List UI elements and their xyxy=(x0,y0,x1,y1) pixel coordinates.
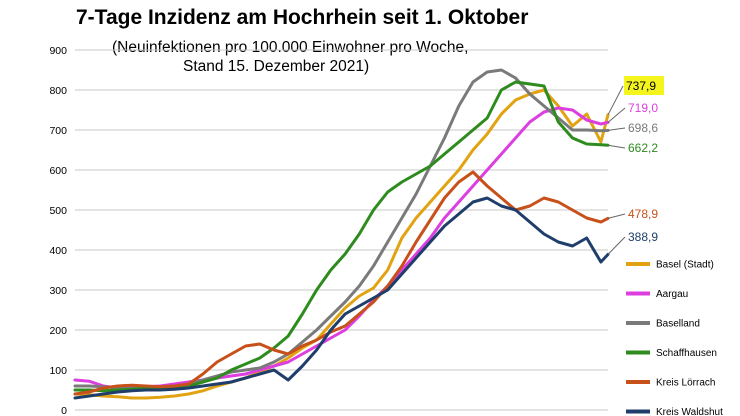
series-line-2 xyxy=(73,68,610,390)
chart-subtitle-line2: Stand 15. Dezember 2021) xyxy=(183,58,369,75)
end-labels: 737,9 719,0 698,6 662,2 478,9 388,9 xyxy=(607,76,664,255)
y-axis: 0 100 200 300 400 500 600 700 800 900 xyxy=(49,45,67,416)
series-line-4 xyxy=(73,170,610,396)
end-label-0: 737,9 xyxy=(626,79,656,93)
y-tick-label: 600 xyxy=(49,165,67,177)
legend-label-1: Aargau xyxy=(656,289,688,300)
end-label-connector xyxy=(607,213,626,219)
series-line-1 xyxy=(73,106,610,390)
end-label-connector xyxy=(607,236,626,255)
chart-subtitle-line1: (Neuinfektionen pro 100.000 Einwohner pr… xyxy=(112,39,468,56)
legend-label-2: Baselland xyxy=(656,319,700,330)
series-line-0 xyxy=(73,88,610,400)
legend-label-0: Basel (Stadt) xyxy=(656,260,714,271)
end-label-2: 698,6 xyxy=(628,121,658,135)
legend-label-5: Kreis Waldshut xyxy=(656,407,723,416)
legend: Basel (Stadt) Aargau Baselland Schaffhausen… xyxy=(626,260,723,416)
legend-label-3: Schaffhausen xyxy=(656,348,717,359)
chart-title: 7-Tage Inzidenz am Hochrhein seit 1. Okt… xyxy=(76,6,528,29)
y-tick-label: 800 xyxy=(49,85,67,97)
end-label-connector xyxy=(607,127,626,131)
series-line-3 xyxy=(73,80,610,393)
y-tick-label: 0 xyxy=(61,405,67,416)
end-label-connector xyxy=(607,107,626,123)
end-label-3: 662,2 xyxy=(628,141,658,155)
y-tick-label: 900 xyxy=(49,45,67,57)
legend-label-4: Kreis Lörrach xyxy=(656,378,715,389)
end-label-connector xyxy=(607,144,626,149)
y-tick-label: 700 xyxy=(49,125,67,137)
series-line-5 xyxy=(73,196,610,400)
y-tick-label: 400 xyxy=(49,245,67,257)
y-tick-label: 500 xyxy=(49,205,67,217)
end-label-5: 388,9 xyxy=(628,230,658,244)
y-tick-label: 100 xyxy=(49,365,67,377)
end-label-1: 719,0 xyxy=(628,101,658,115)
gridlines xyxy=(75,49,608,411)
series-lines xyxy=(73,68,610,400)
highlight-box xyxy=(624,76,664,95)
y-tick-label: 300 xyxy=(49,285,67,297)
end-label-connector xyxy=(607,85,624,116)
y-tick-label: 200 xyxy=(49,325,67,337)
end-label-4: 478,9 xyxy=(628,207,658,221)
